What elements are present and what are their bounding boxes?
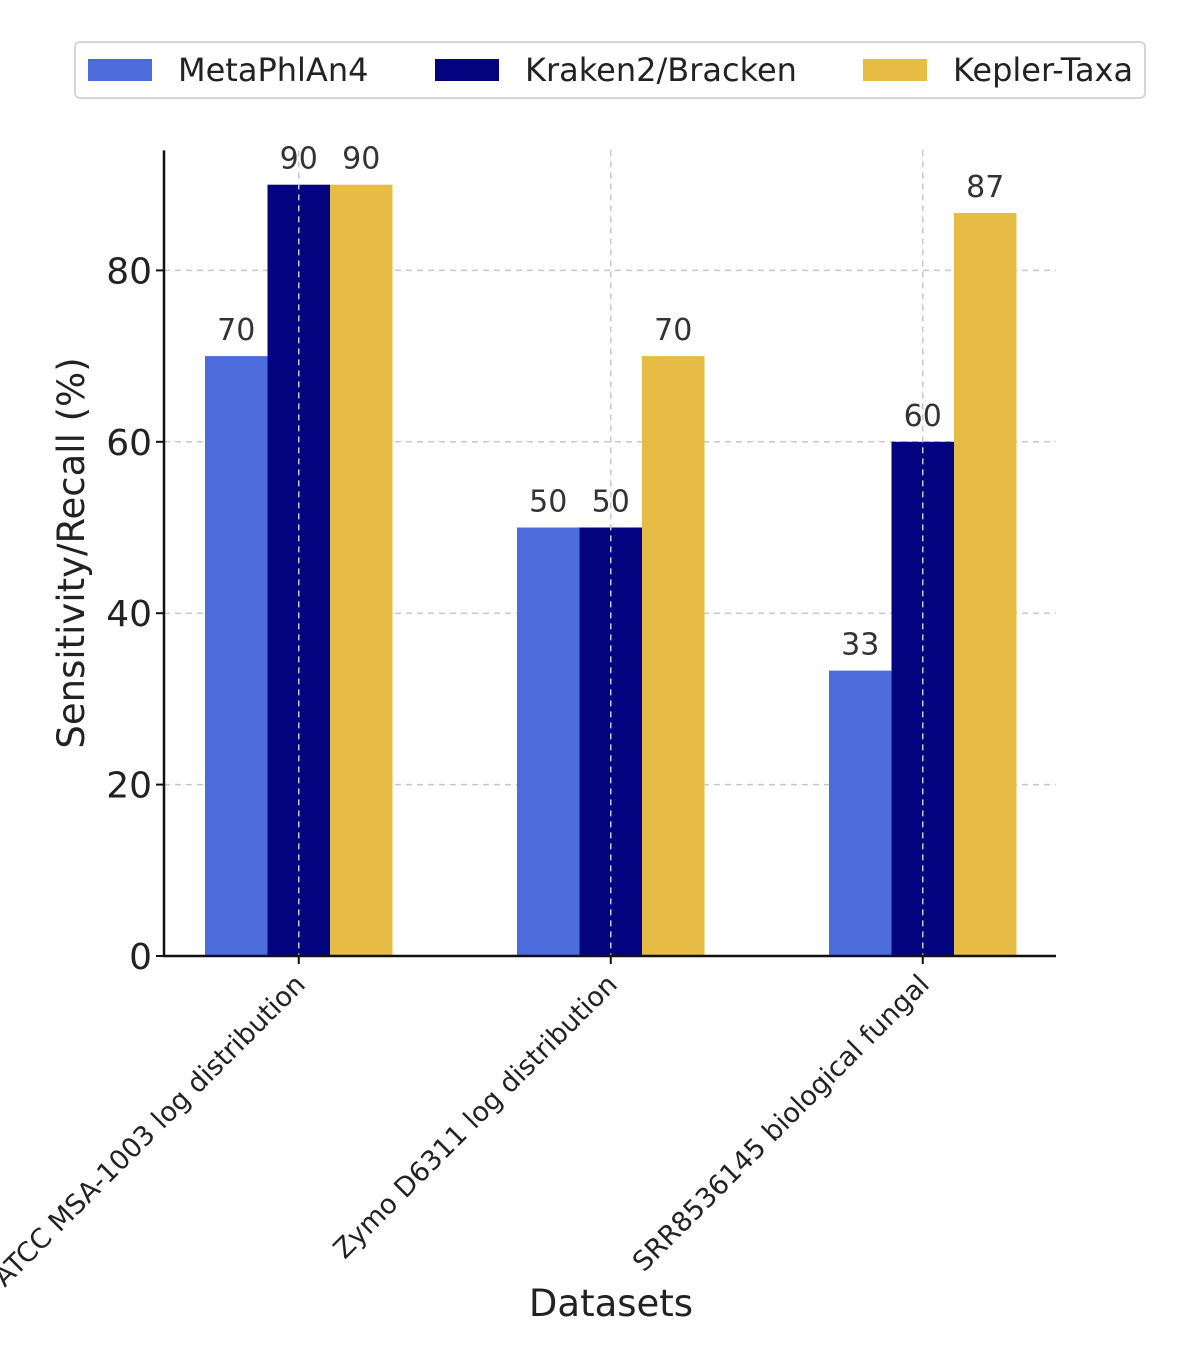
legend-item-kraken2-bracken: Kraken2/Bracken bbox=[435, 43, 797, 97]
bar-value-label: 50 bbox=[592, 485, 630, 520]
bar bbox=[205, 356, 268, 957]
bar bbox=[642, 356, 705, 957]
bar-value-label: 70 bbox=[654, 313, 692, 348]
x-tick-label: SRR8536145 biological fungal bbox=[627, 969, 936, 1278]
chart-legend: MetaPhlAn4 Kraken2/Bracken Kepler-Taxa bbox=[74, 41, 1146, 99]
y-axis-title: Sensitivity/Recall (%) bbox=[50, 357, 93, 748]
y-tick-label: 40 bbox=[106, 594, 152, 635]
legend-label-kepler-taxa: Kepler-Taxa bbox=[953, 51, 1134, 89]
bar bbox=[330, 184, 393, 956]
legend-label-kraken2-bracken: Kraken2/Bracken bbox=[525, 51, 797, 89]
bar bbox=[829, 670, 892, 956]
legend-swatch-kraken2-bracken bbox=[435, 59, 499, 81]
bar-value-label: 90 bbox=[280, 142, 318, 177]
y-tick-label: 60 bbox=[106, 423, 152, 464]
legend-swatch-metaphlan4 bbox=[88, 59, 152, 81]
bar bbox=[579, 527, 642, 956]
bar-value-label: 33 bbox=[841, 628, 879, 663]
legend-swatch-kepler-taxa bbox=[863, 59, 927, 81]
legend-item-metaphlan4: MetaPhlAn4 bbox=[88, 43, 368, 97]
bar-value-label: 70 bbox=[217, 313, 255, 348]
x-tick-label: ATCC MSA-1003 log distribution bbox=[0, 969, 312, 1293]
bar bbox=[517, 527, 580, 956]
x-tick-label: Zymo D6311 log distribution bbox=[328, 969, 624, 1265]
y-tick-label: 20 bbox=[106, 766, 152, 807]
bar-value-label: 50 bbox=[529, 485, 567, 520]
legend-item-kepler-taxa: Kepler-Taxa bbox=[863, 43, 1133, 97]
y-tick-label: 0 bbox=[129, 937, 152, 978]
legend-label-metaphlan4: MetaPhlAn4 bbox=[178, 51, 369, 89]
y-tick-label: 80 bbox=[106, 251, 152, 292]
bar-value-label: 60 bbox=[904, 399, 942, 434]
bar-value-label: 90 bbox=[342, 142, 380, 177]
bar bbox=[954, 212, 1017, 956]
x-axis-title: Datasets bbox=[529, 1282, 693, 1325]
bar-value-label: 87 bbox=[966, 170, 1004, 205]
